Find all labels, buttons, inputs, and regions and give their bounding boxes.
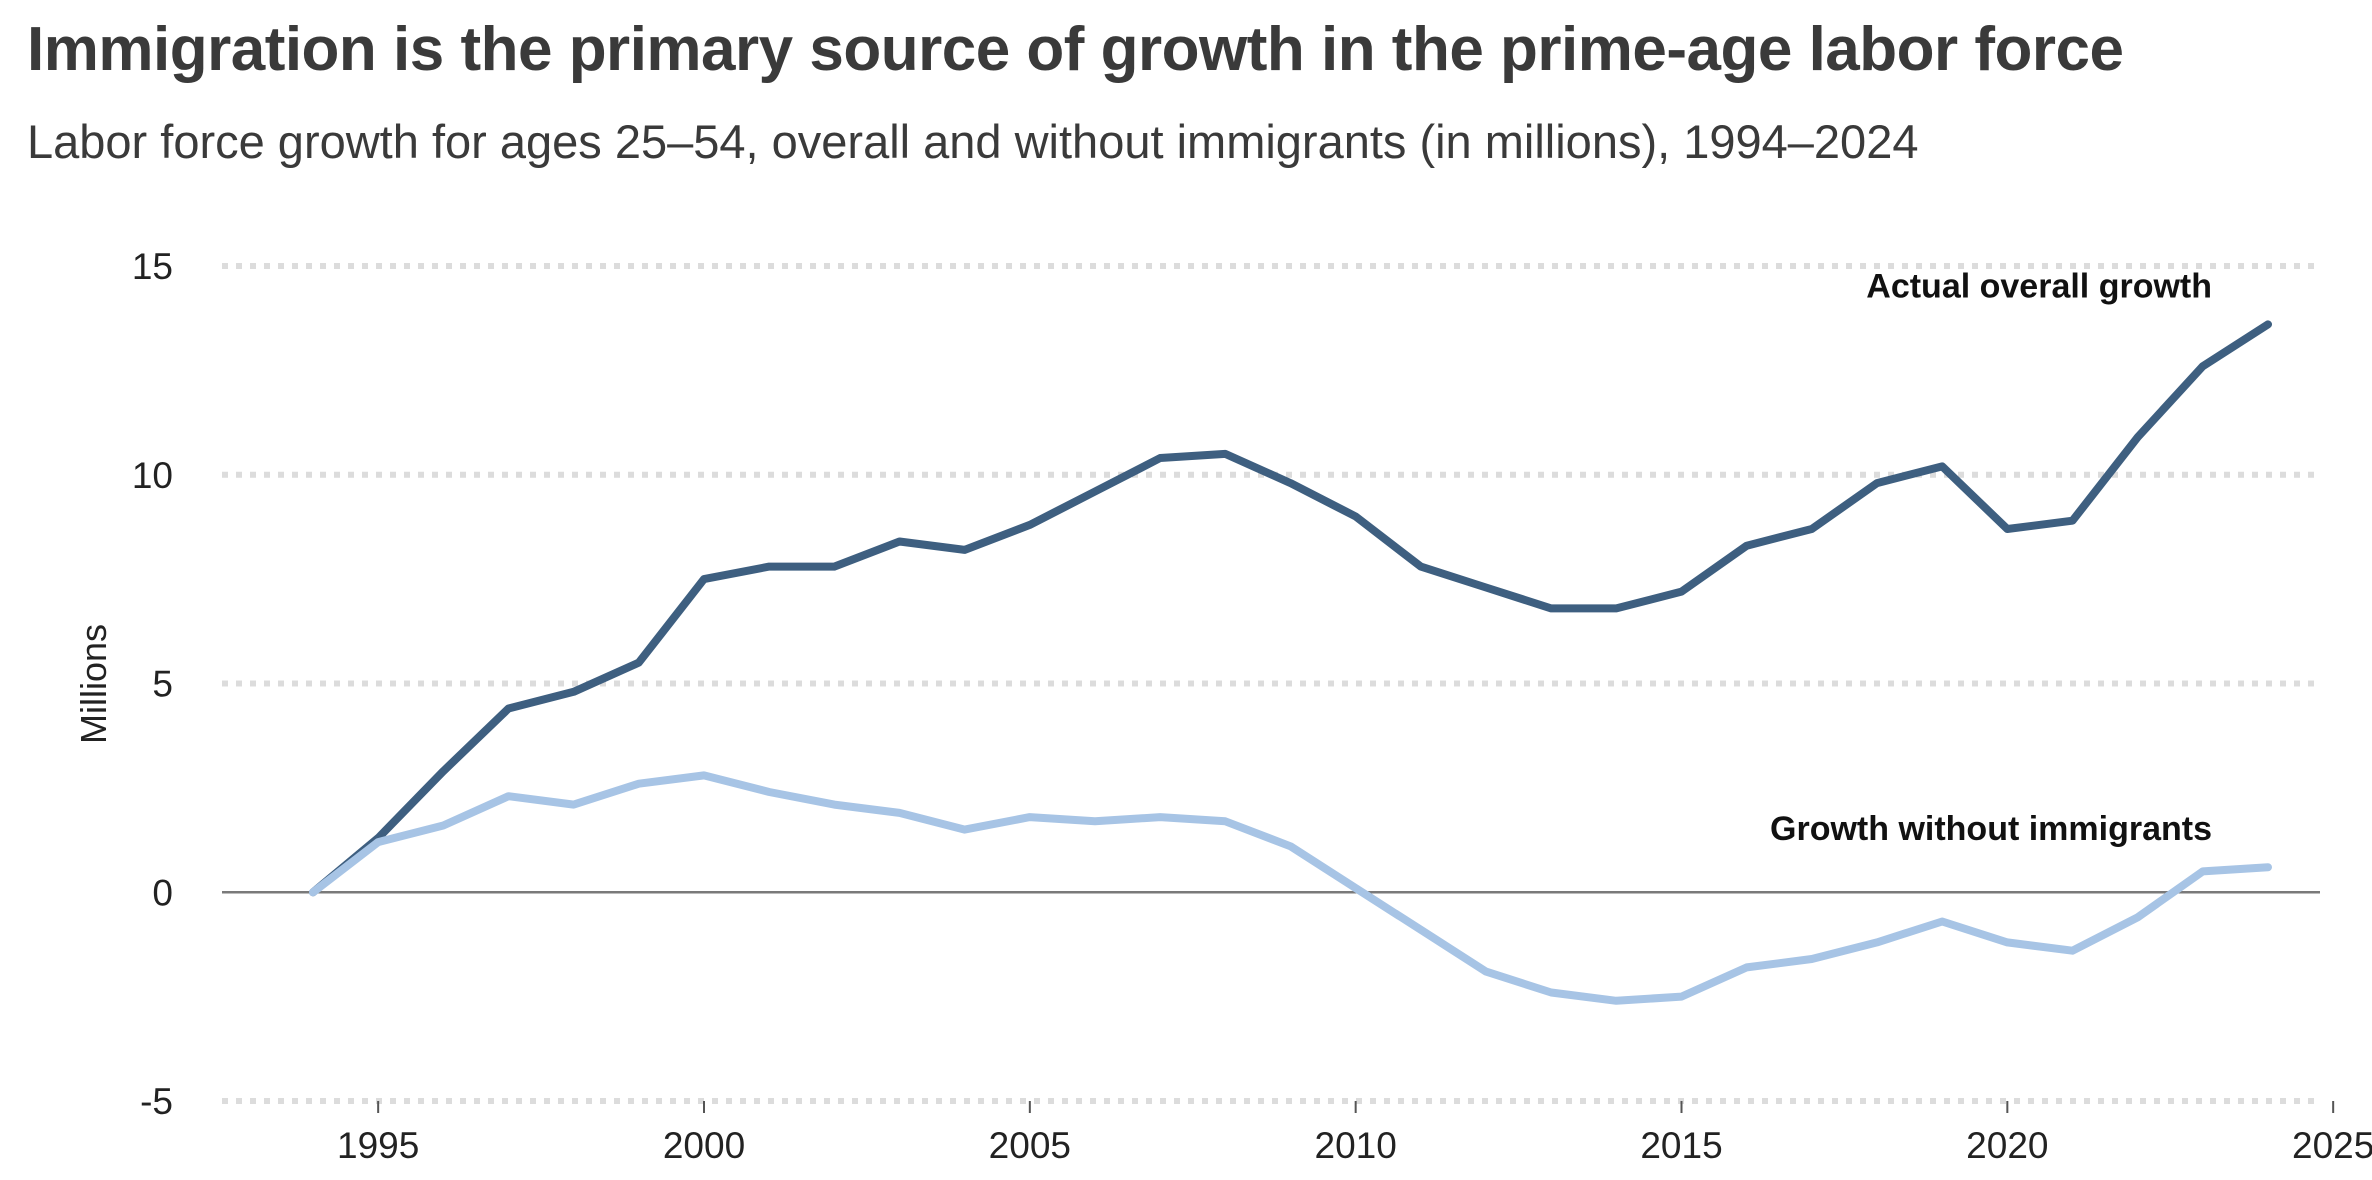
x-tick-label: 2015	[1640, 1125, 1722, 1166]
x-tick-label: 2025	[2292, 1125, 2372, 1166]
series-lines	[309, 320, 2272, 1005]
y-tick-label: 10	[132, 455, 173, 496]
y-tick-label: -5	[140, 1081, 173, 1122]
y-tick-label: 5	[152, 664, 173, 705]
chart-subtitle: Labor force growth for ages 25–54, overa…	[27, 115, 1919, 168]
series-label-overall: Actual overall growth	[1866, 267, 2212, 305]
series-line-overall	[309, 320, 2272, 897]
y-tick-label: 0	[152, 872, 173, 913]
y-tick-label: 15	[132, 246, 173, 287]
chart-title: Immigration is the primary source of gro…	[27, 15, 2124, 84]
series-label-without-immigrants: Growth without immigrants	[1770, 810, 2212, 848]
x-tick-label: 2010	[1315, 1125, 1397, 1166]
y-axis-ticks: 15 10 5 0 -5	[132, 246, 173, 1122]
series-labels: Actual overall growth Growth without immi…	[1770, 267, 2212, 848]
series-line-without-immigrants	[309, 771, 2272, 1005]
x-tick-label: 2000	[663, 1125, 745, 1166]
gridlines	[222, 263, 2320, 1104]
x-axis-ticks: 1995 2000 2005 2010 2015 2020 2025	[222, 1098, 2372, 1166]
x-tick-label: 1995	[337, 1125, 419, 1166]
x-tick-label: 2020	[1966, 1125, 2048, 1166]
y-axis-label: Millions	[73, 624, 114, 744]
x-tick-label: 2005	[989, 1125, 1071, 1166]
